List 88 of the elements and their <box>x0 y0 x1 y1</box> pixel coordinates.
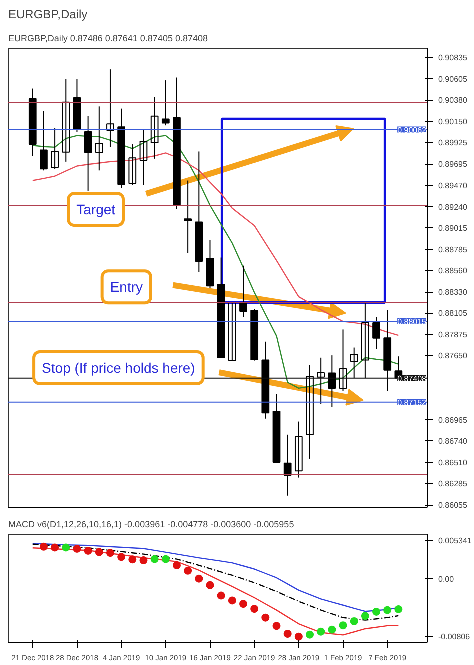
y-tick-label: 0.90380 <box>438 96 468 106</box>
chart-subtitle: EURGBP,Daily 0.87486 0.87641 0.87405 0.87408 <box>8 34 208 44</box>
point <box>350 618 358 626</box>
point <box>73 544 82 553</box>
y-tick-label: 0.89925 <box>438 138 468 148</box>
point <box>361 612 370 620</box>
point <box>306 630 314 639</box>
candlestick <box>140 128 148 186</box>
point <box>51 544 60 552</box>
point <box>384 606 392 614</box>
annotation: Stop (If price holds here) <box>42 360 196 376</box>
point <box>317 628 326 636</box>
candlestick <box>128 144 137 186</box>
candlestick <box>40 110 48 172</box>
point <box>62 544 70 552</box>
candlestick <box>361 303 370 379</box>
y-tick-label: 0.88560 <box>438 266 468 276</box>
point <box>328 626 336 634</box>
y-tick-label: 0.88785 <box>438 245 468 254</box>
point <box>184 566 192 575</box>
annotation: Entry <box>110 279 144 296</box>
point <box>150 555 159 564</box>
y-tick-label: 0.87875 <box>438 330 468 340</box>
chart-title: MACD v6(D1,12,26,10,16,1) -0.003961 -0.004778 -0.003600 -0.005955 <box>8 520 294 530</box>
candlestick <box>228 302 236 362</box>
y-tick-label: 0.90835 <box>438 53 468 62</box>
point <box>118 553 126 562</box>
candlestick <box>306 364 314 460</box>
candlestick <box>162 80 170 126</box>
candlestick <box>106 69 114 148</box>
ref-line-label: 0.87152 <box>398 398 428 408</box>
y-tick-label: -0.00806 <box>438 632 471 642</box>
point <box>172 562 181 570</box>
point <box>40 542 48 551</box>
point <box>284 630 292 638</box>
annotation: Target <box>76 202 116 218</box>
candlestick <box>328 355 336 408</box>
candlestick <box>240 265 248 318</box>
point <box>195 574 204 583</box>
y-tick-label: 0.86510 <box>438 458 468 468</box>
point <box>239 600 248 608</box>
point <box>162 555 170 564</box>
candlestick <box>350 347 358 379</box>
candlestick <box>62 78 70 162</box>
y-tick-label: 0.88105 <box>438 309 468 318</box>
y-tick-label: 0.86965 <box>438 416 468 425</box>
y-tick-label: 0.005341 <box>438 536 472 546</box>
y-tick-label: 0.89470 <box>438 181 468 190</box>
candlestick <box>184 180 192 254</box>
point <box>106 549 114 558</box>
candlestick <box>294 421 303 478</box>
ref-line-label: 0.90062 <box>398 126 428 135</box>
y-tick-label: 0.90605 <box>438 74 468 84</box>
point <box>372 608 381 616</box>
point <box>128 556 137 564</box>
point <box>95 548 104 556</box>
y-tick-label: 0.88330 <box>438 288 468 298</box>
candlestick <box>95 106 104 172</box>
y-tick-label: 0.00 <box>438 574 455 584</box>
point <box>394 605 403 614</box>
candlestick <box>284 434 292 496</box>
ref-line-label: 0.88015 <box>398 318 428 327</box>
ref-line-label: 0.87408 <box>398 374 428 384</box>
point <box>140 556 148 565</box>
candlestick <box>150 96 159 160</box>
candlestick <box>84 116 92 192</box>
point <box>272 622 281 630</box>
chart-title: EURGBP,Daily <box>8 8 88 22</box>
y-tick-label: 0.89240 <box>438 202 468 212</box>
y-tick-label: 0.89015 <box>438 224 468 233</box>
point <box>262 614 270 622</box>
point <box>84 546 92 555</box>
candlestick <box>51 128 59 170</box>
candlestick <box>339 329 348 392</box>
point <box>206 581 214 590</box>
y-tick-label: 0.87650 <box>438 352 468 361</box>
candlestick <box>372 316 380 350</box>
y-tick-label: 0.86740 <box>438 436 468 446</box>
point <box>228 596 236 605</box>
point <box>339 622 348 630</box>
candlestick <box>317 357 326 405</box>
point <box>294 632 303 641</box>
y-tick-label: 0.86055 <box>438 501 468 510</box>
y-tick-label: 0.90150 <box>438 118 468 127</box>
point <box>250 605 259 614</box>
point <box>217 592 226 600</box>
y-tick-label: 0.86285 <box>438 480 468 489</box>
y-tick-label: 0.89695 <box>438 160 468 170</box>
